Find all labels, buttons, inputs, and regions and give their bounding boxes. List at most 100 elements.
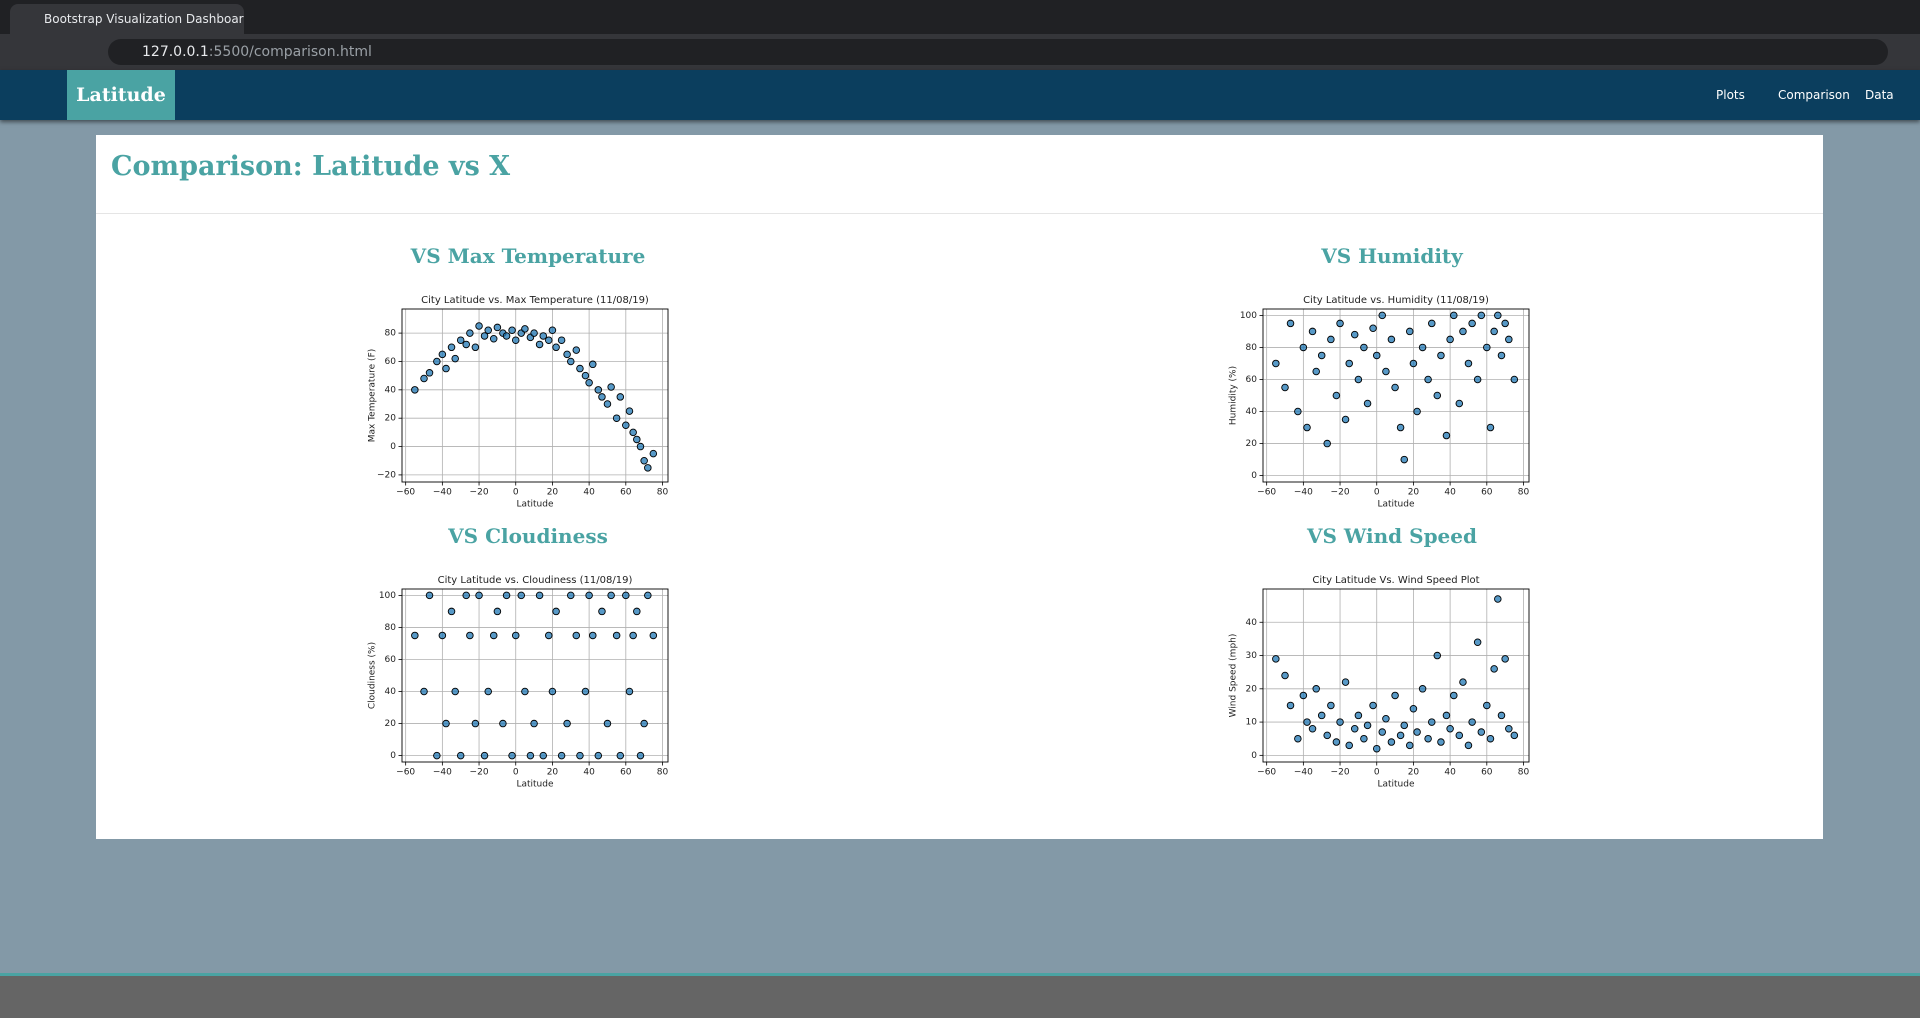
point [545, 336, 553, 344]
point [576, 364, 584, 373]
point [1505, 724, 1513, 733]
point [1396, 423, 1405, 432]
tab-strip: Bootstrap Visualization Dashboard [0, 0, 1920, 34]
y-tick-label: 10 [1246, 718, 1258, 728]
y-tick-label: 0 [390, 442, 396, 452]
point [1360, 734, 1368, 743]
point [484, 326, 492, 335]
point [438, 350, 447, 359]
brand[interactable]: Latitude [67, 70, 175, 120]
plot-area [1263, 309, 1529, 482]
y-tick-label: 30 [1246, 651, 1258, 661]
point [1360, 343, 1368, 352]
point [1286, 319, 1295, 328]
point [612, 414, 621, 422]
point [1345, 741, 1353, 750]
point [612, 631, 621, 640]
point [535, 340, 544, 349]
point [1272, 655, 1280, 663]
point [603, 400, 612, 408]
point [1450, 311, 1458, 320]
point [1323, 439, 1331, 448]
point [521, 325, 529, 333]
point [489, 631, 498, 640]
point [1428, 319, 1436, 328]
point [1281, 671, 1289, 680]
point [644, 591, 652, 600]
point [1455, 399, 1464, 408]
point [442, 364, 450, 373]
point [1459, 678, 1467, 686]
point [594, 386, 603, 394]
point [1378, 311, 1386, 320]
point [1312, 367, 1320, 376]
point [1468, 319, 1476, 328]
url-path: :5500/comparison.html [208, 44, 372, 60]
point [622, 591, 630, 600]
point [462, 591, 470, 600]
point [1299, 343, 1308, 352]
chart-title: City Latitude vs. Max Temperature (11/08… [421, 295, 649, 306]
x-axis-label: Latitude [516, 780, 554, 790]
point [1418, 685, 1427, 693]
point [1505, 335, 1513, 344]
point [1363, 721, 1372, 730]
point [1459, 327, 1467, 336]
point [1442, 711, 1451, 720]
y-tick-label: 0 [390, 751, 396, 761]
x-axis-label: Latitude [1377, 780, 1415, 790]
x-axis-label: Latitude [1377, 500, 1415, 510]
point [456, 336, 465, 344]
x-tick-label: 20 [547, 768, 559, 778]
point [1486, 734, 1495, 743]
point [594, 751, 603, 760]
x-tick-label: 60 [620, 768, 632, 778]
point [1378, 728, 1386, 736]
point [1327, 701, 1335, 710]
point [1354, 711, 1363, 720]
x-tick-label: 60 [1481, 488, 1493, 498]
point [1455, 731, 1464, 740]
x-tick-label: −60 [1257, 768, 1276, 778]
nav-comparison[interactable]: Comparison [1778, 88, 1850, 102]
point [521, 687, 529, 696]
url-field[interactable]: 127.0.0.1:5500/comparison.html [108, 39, 1888, 65]
section-heading: VS Max Temperature [410, 244, 646, 268]
x-tick-label: 80 [657, 488, 669, 498]
point [1332, 738, 1341, 746]
point [1327, 335, 1335, 344]
point [1391, 691, 1399, 700]
plot-frame [401, 308, 669, 483]
point [552, 343, 560, 352]
point [1336, 718, 1344, 726]
point [1490, 665, 1498, 673]
point [625, 687, 634, 696]
x-tick-label: 80 [1518, 768, 1530, 778]
point [462, 340, 470, 349]
divider [96, 213, 1823, 214]
point [640, 719, 648, 728]
section-heading: VS Humidity [1321, 244, 1463, 268]
y-tick-label: 0 [1251, 751, 1257, 761]
point [644, 464, 652, 472]
point [425, 591, 434, 600]
point [1433, 391, 1442, 400]
point [567, 357, 575, 366]
point [1391, 383, 1399, 392]
nav-plots[interactable]: Plots [1716, 88, 1745, 102]
point [1345, 359, 1353, 368]
x-tick-label: 20 [547, 488, 559, 498]
chart-title: City Latitude vs. Cloudiness (11/08/19) [438, 575, 633, 586]
point [1387, 335, 1396, 344]
point [1332, 391, 1341, 400]
point [1354, 375, 1363, 384]
browser-tab[interactable]: Bootstrap Visualization Dashboard [10, 4, 244, 34]
point [1437, 351, 1445, 360]
x-tick-label: −60 [396, 488, 415, 498]
point [636, 442, 645, 451]
point [471, 719, 480, 728]
y-axis-label: Wind Speed (mph) [1229, 634, 1239, 718]
point [1406, 327, 1414, 336]
nav-data[interactable]: Data [1865, 88, 1894, 102]
